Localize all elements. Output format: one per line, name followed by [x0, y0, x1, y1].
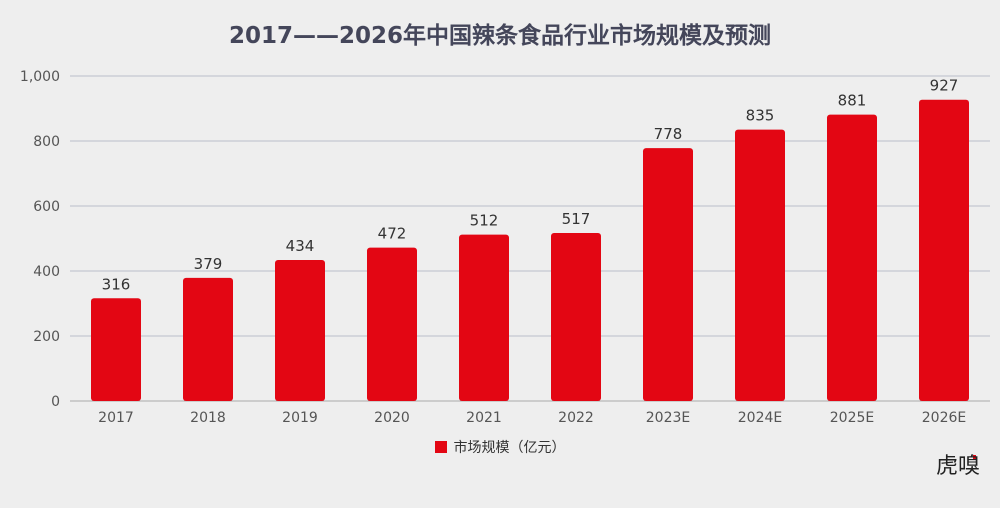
x-tick-label: 2022 — [558, 410, 594, 426]
y-tick-label: 200 — [33, 329, 60, 345]
y-tick-label: 400 — [33, 264, 60, 280]
bar — [367, 247, 417, 401]
legend-label: 市场规模（亿元） — [453, 440, 566, 456]
data-label: 434 — [286, 237, 315, 255]
bar — [643, 148, 693, 401]
bar — [827, 114, 877, 402]
bar — [551, 232, 601, 401]
bar — [919, 99, 969, 401]
y-tick-label: 600 — [33, 199, 60, 215]
x-tick-label: 2019 — [282, 410, 318, 426]
data-label: 881 — [838, 92, 867, 110]
bar — [459, 234, 509, 401]
data-label: 517 — [562, 210, 591, 228]
data-label: 379 — [194, 255, 223, 273]
x-tick-label: 2023E — [646, 410, 690, 426]
watermark-logo: 虎嗅 — [935, 454, 980, 479]
data-label: 316 — [102, 275, 131, 293]
bar — [275, 259, 325, 401]
x-tick-label: 2020 — [374, 410, 410, 426]
data-label: 835 — [746, 107, 775, 125]
legend-swatch — [434, 441, 447, 453]
y-tick-label: 1,000 — [20, 69, 60, 85]
chart-title: 2017——2026年中国辣条食品行业市场规模及预测 — [228, 23, 772, 49]
bar — [183, 277, 233, 401]
x-tick-label: 2025E — [830, 410, 874, 426]
data-label: 472 — [378, 225, 407, 243]
data-label: 512 — [470, 212, 499, 230]
x-tick-label: 2018 — [190, 410, 226, 426]
data-label: 778 — [654, 125, 683, 143]
bar — [735, 129, 785, 401]
x-tick-label: 2026E — [922, 410, 966, 426]
watermark-mark — [973, 455, 976, 460]
legend: 市场规模（亿元） — [0, 437, 1000, 457]
bar — [91, 298, 141, 401]
y-tick-label: 800 — [33, 134, 60, 150]
data-label: 927 — [930, 77, 959, 95]
x-tick-label: 2024E — [738, 410, 782, 426]
x-tick-label: 2021 — [466, 410, 502, 426]
x-tick-label: 2017 — [98, 410, 134, 426]
y-tick-label: 0 — [51, 394, 60, 410]
